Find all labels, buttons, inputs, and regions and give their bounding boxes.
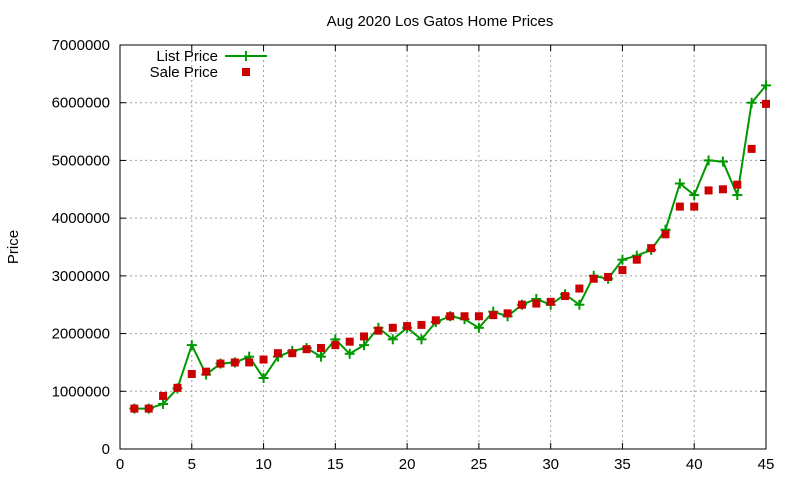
sale-price-point — [159, 391, 168, 400]
x-tick-label: 20 — [399, 456, 416, 473]
sale-price-point — [431, 316, 440, 325]
sale-price-point — [718, 185, 727, 194]
x-tick-label: 5 — [188, 456, 196, 473]
sale-price-point — [388, 323, 397, 332]
sale-price-point — [460, 312, 469, 321]
legend-marker-list-price — [241, 51, 251, 61]
sale-price-point — [288, 349, 297, 358]
y-tick-label: 1000000 — [52, 383, 110, 400]
x-tick-label: 25 — [471, 456, 488, 473]
sale-price-point — [230, 358, 239, 367]
list-price-point — [717, 156, 728, 167]
y-axis-label: Price — [5, 230, 22, 264]
x-axis-tick-labels: 0 5 10 15 20 25 30 35 40 45 — [116, 456, 775, 473]
series-list-price — [129, 80, 771, 414]
list-price-point — [761, 80, 771, 91]
list-price-point — [732, 190, 743, 201]
legend-label-list-price: List Price — [156, 48, 218, 65]
sale-price-point — [187, 369, 196, 378]
sale-price-point — [173, 383, 182, 392]
sale-price-point — [374, 326, 383, 335]
series — [129, 80, 771, 414]
list-price-point — [746, 97, 757, 108]
list-price-point — [158, 398, 169, 409]
sale-price-point — [489, 311, 498, 320]
sale-price-point — [130, 404, 139, 413]
sale-price-point — [360, 332, 369, 341]
sale-price-point — [517, 300, 526, 309]
x-tick-label: 40 — [686, 456, 703, 473]
sale-price-point — [661, 230, 670, 239]
list-price-point — [344, 348, 355, 359]
list-price-point — [473, 322, 484, 333]
list-price-point — [359, 340, 370, 351]
list-price-point — [387, 334, 398, 345]
y-tick-label: 2000000 — [52, 326, 110, 343]
x-tick-label: 15 — [327, 456, 344, 473]
series-sale-price — [130, 99, 770, 413]
list-price-point — [674, 178, 685, 189]
sale-price-point — [474, 312, 483, 321]
legend-marker-sale-price — [242, 68, 250, 76]
sale-price-point — [762, 99, 770, 108]
sale-price-point — [618, 266, 627, 275]
sale-price-point — [647, 244, 656, 253]
list-price-point — [703, 155, 714, 166]
list-price-point — [416, 334, 427, 345]
legend: List Price Sale Price — [150, 48, 267, 81]
sale-price-point — [690, 202, 699, 211]
list-price-point — [689, 190, 700, 201]
sale-price-point — [446, 312, 455, 321]
list-price-line — [134, 84, 767, 410]
y-tick-label: 3000000 — [52, 268, 110, 285]
sale-price-point — [259, 355, 268, 364]
sale-price-point — [675, 202, 684, 211]
sale-price-point — [532, 299, 541, 308]
sale-price-point — [575, 284, 584, 293]
sale-price-point — [733, 180, 742, 189]
x-tick-label: 45 — [758, 456, 775, 473]
sale-price-point — [345, 337, 354, 346]
sale-price-point — [589, 274, 598, 283]
x-tick-label: 30 — [542, 456, 559, 473]
sale-price-point — [503, 309, 512, 318]
chart-title: Aug 2020 Los Gatos Home Prices — [327, 13, 554, 30]
y-tick-label: 4000000 — [52, 210, 110, 227]
legend-label-sale-price: Sale Price — [150, 64, 218, 81]
sale-price-point — [747, 144, 756, 153]
list-price-point — [617, 254, 628, 265]
sale-price-point — [273, 349, 282, 358]
sale-price-point — [144, 404, 153, 413]
sale-price-point — [561, 292, 570, 301]
plot-frame — [119, 44, 767, 450]
sale-price-point — [216, 359, 225, 368]
sale-price-point — [403, 322, 412, 331]
sale-price-point — [704, 186, 713, 195]
x-tick-label: 10 — [255, 456, 272, 473]
sale-price-point — [546, 297, 555, 306]
y-tick-label: 5000000 — [52, 152, 110, 169]
list-price-point — [315, 351, 326, 362]
list-price-point — [574, 299, 585, 310]
sale-price-point — [316, 344, 325, 352]
list-price-point — [258, 373, 269, 384]
y-axis-tick-labels: 0 1000000 2000000 3000000 4000000 5000000 6000… — [52, 37, 110, 458]
list-price-point — [186, 340, 197, 351]
sale-price-point — [331, 341, 340, 350]
sale-price-point — [302, 345, 311, 354]
grid — [120, 45, 766, 449]
sale-price-point — [632, 255, 641, 264]
x-tick-label: 35 — [614, 456, 631, 473]
y-tick-label: 7000000 — [52, 37, 110, 54]
sale-price-point — [417, 320, 426, 329]
y-tick-label: 6000000 — [52, 95, 110, 112]
y-tick-label: 0 — [102, 441, 110, 458]
sale-price-point — [245, 358, 254, 367]
x-tick-label: 0 — [116, 456, 124, 473]
sale-price-point — [202, 367, 211, 376]
sale-price-point — [604, 273, 613, 282]
axis-ticks — [119, 44, 767, 450]
